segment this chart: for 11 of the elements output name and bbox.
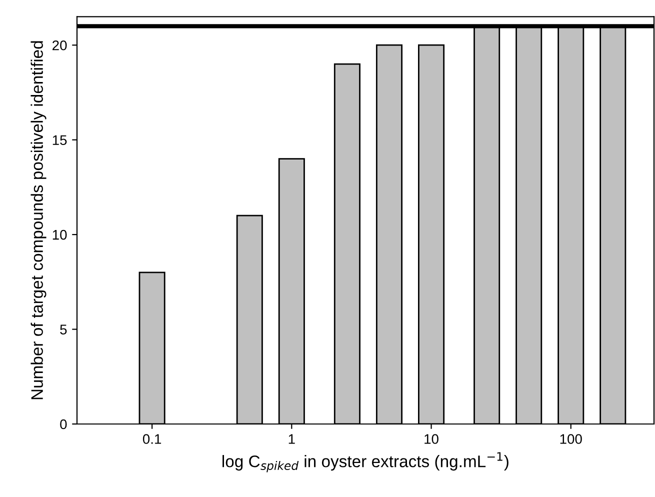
x-tick-label: 100 xyxy=(560,434,582,444)
y-tick-label: 15 xyxy=(52,135,67,146)
y-tick-label: 20 xyxy=(52,40,67,50)
x-tick-label: 10 xyxy=(424,434,438,444)
y-axis-title: Number of target compounds positively identified xyxy=(30,41,46,400)
y-tick-label: 0 xyxy=(60,419,67,430)
x-axis-title: log C$_{spiked}$ in oyster extracts (ng.mL$^{−1}$) xyxy=(222,452,508,472)
x-tick-label: 1 xyxy=(288,434,295,444)
y-tick-label: 10 xyxy=(52,230,67,240)
x-tick-label: 0.1 xyxy=(142,434,162,444)
y-tick-label: 5 xyxy=(60,324,67,334)
